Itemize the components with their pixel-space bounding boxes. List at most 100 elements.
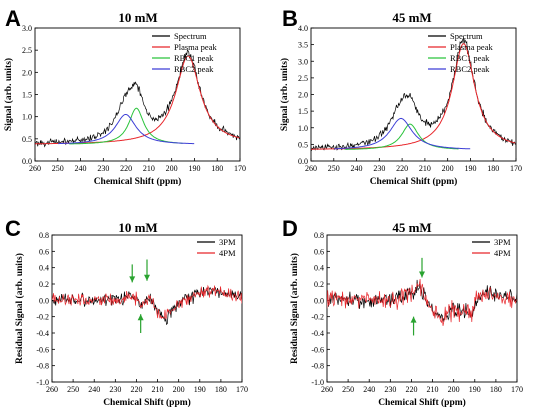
panel-letter-a: A [5, 6, 21, 31]
plot-area [327, 279, 517, 326]
x-tick-label: 210 [143, 164, 155, 173]
panel-c-plot: 260 250 240 230 220 210 200 190 180 170 -1.0 -0.8 -0… [14, 231, 248, 408]
x-tick-label: 180 [490, 385, 502, 394]
legend-entry: RBC2 peak [174, 64, 214, 74]
y-tick-label: 0.2 [314, 280, 324, 289]
y-tick-label: 0.0 [39, 296, 49, 305]
x-axis-label: Chemical Shift (ppm) [103, 397, 191, 408]
x-tick-label: 260 [46, 385, 58, 394]
y-tick-label: 0.6 [39, 247, 49, 256]
x-tick-label: 240 [75, 164, 87, 173]
y-tick-label: -1.0 [311, 378, 324, 387]
y-tick-label: 0.0 [298, 157, 308, 166]
x-tick-label: 250 [52, 164, 64, 173]
x-tick-label: 180 [215, 385, 227, 394]
x-tick-label: 170 [510, 164, 522, 173]
panel-letter-c: C [5, 216, 21, 241]
x-tick-label: 230 [384, 385, 396, 394]
panel-a: A 10 mM 260 250 240 230 220 210 200 190 180 170 0.… [3, 6, 246, 187]
x-tick-label: 210 [427, 385, 439, 394]
y-tick-label: 0.4 [314, 264, 324, 273]
plot-area [311, 37, 516, 152]
series-rbc1-peak [69, 107, 183, 145]
x-tick-label: 210 [419, 164, 431, 173]
y-tick-label: 0.8 [39, 231, 49, 240]
plot-frame [51, 234, 243, 383]
x-tick-label: 170 [234, 164, 246, 173]
legend-entry: Spectrum [450, 31, 483, 41]
x-tick-label: 180 [487, 164, 499, 173]
legend-entry: Plasma peak [174, 42, 217, 52]
arrow-head [144, 274, 150, 281]
arrow-head [137, 314, 144, 321]
x-tick-label: 260 [29, 164, 41, 173]
x-tick-label: 200 [166, 164, 178, 173]
x-tick-label: 240 [363, 385, 375, 394]
y-tick-label: 0.0 [314, 296, 324, 305]
y-tick-label: 0.5 [22, 135, 32, 144]
panel-b-title: 45 mM [392, 10, 431, 25]
x-tick-label: 230 [97, 164, 109, 173]
y-tick-label: 2.0 [22, 68, 32, 77]
y-tick-label: 3.5 [298, 41, 308, 50]
x-tick-label: 220 [130, 385, 142, 394]
x-tick-label: 250 [67, 385, 79, 394]
y-tick-label: 2.5 [22, 46, 32, 55]
panel-letter-b: B [282, 6, 298, 31]
y-tick-label: 3.0 [298, 57, 308, 66]
legend-entry: 3PM [494, 237, 511, 247]
y-tick-label: 2.5 [298, 74, 308, 83]
x-tick-label: 170 [236, 385, 248, 394]
arrow-head [419, 271, 425, 278]
y-tick-label: -0.2 [311, 313, 324, 322]
series-4pm [52, 284, 242, 320]
y-tick-label: -1.0 [36, 378, 49, 387]
panel-b-plot: 260 250 240 230 220 210 200 190 180 170 0.0 0.5 1.0 1… [279, 24, 522, 187]
x-tick-label: 190 [464, 164, 476, 173]
panel-d-plot: 260 250 240 230 220 210 200 190 180 170 -1.0 -0.8 -0… [289, 231, 523, 408]
x-tick-label: 230 [109, 385, 121, 394]
y-tick-label: -0.4 [36, 329, 49, 338]
y-tick-label: 1.0 [298, 124, 308, 133]
x-tick-label: 230 [373, 164, 385, 173]
series-4pm [327, 279, 517, 326]
x-tick-label: 170 [511, 385, 523, 394]
x-tick-label: 220 [120, 164, 132, 173]
series-3pm [52, 286, 242, 326]
x-tick-label: 200 [173, 385, 185, 394]
y-tick-label: 2.0 [298, 91, 308, 100]
panel-letter-d: D [282, 216, 298, 241]
y-tick-label: 1.5 [22, 91, 32, 100]
panel-d: D 45 mM 260 250 240 230 220 210 200 190 180 170 -1… [282, 216, 523, 408]
x-tick-label: 220 [405, 385, 417, 394]
x-tick-label: 190 [194, 385, 206, 394]
panel-c-title: 10 mM [118, 220, 157, 235]
y-axis-label: Signal (arb. units) [279, 58, 290, 131]
series-rbc2-peak [58, 114, 195, 145]
x-axis-label: Chemical Shift (ppm) [378, 397, 466, 408]
legend-entry: RBC2 peak [450, 64, 490, 74]
y-tick-label: 0.0 [22, 157, 32, 166]
x-tick-label: 200 [448, 385, 460, 394]
x-axis-label: Chemical Shift (ppm) [94, 176, 182, 187]
y-axis-label: Residual Signal (arb. units) [14, 253, 25, 364]
y-tick-label: -0.4 [311, 329, 324, 338]
y-tick-label: 0.4 [39, 264, 49, 273]
x-tick-label: 260 [305, 164, 317, 173]
plot-area [35, 49, 240, 148]
y-axis-label: Residual Signal (arb. units) [289, 253, 300, 364]
series-3pm [327, 279, 517, 322]
panel-d-title: 45 mM [392, 220, 431, 235]
x-tick-label: 240 [88, 385, 100, 394]
x-tick-label: 190 [469, 385, 481, 394]
x-tick-label: 200 [442, 164, 454, 173]
x-tick-label: 180 [211, 164, 223, 173]
plot-area [52, 284, 242, 326]
arrow-head [410, 316, 417, 323]
y-tick-label: -0.2 [36, 313, 49, 322]
panel-b: B 45 mM 260 250 240 230 220 210 200 190 180 170 0.… [279, 6, 522, 187]
x-tick-label: 190 [188, 164, 200, 173]
legend-entry: Spectrum [174, 31, 207, 41]
y-tick-label: 0.5 [298, 140, 308, 149]
